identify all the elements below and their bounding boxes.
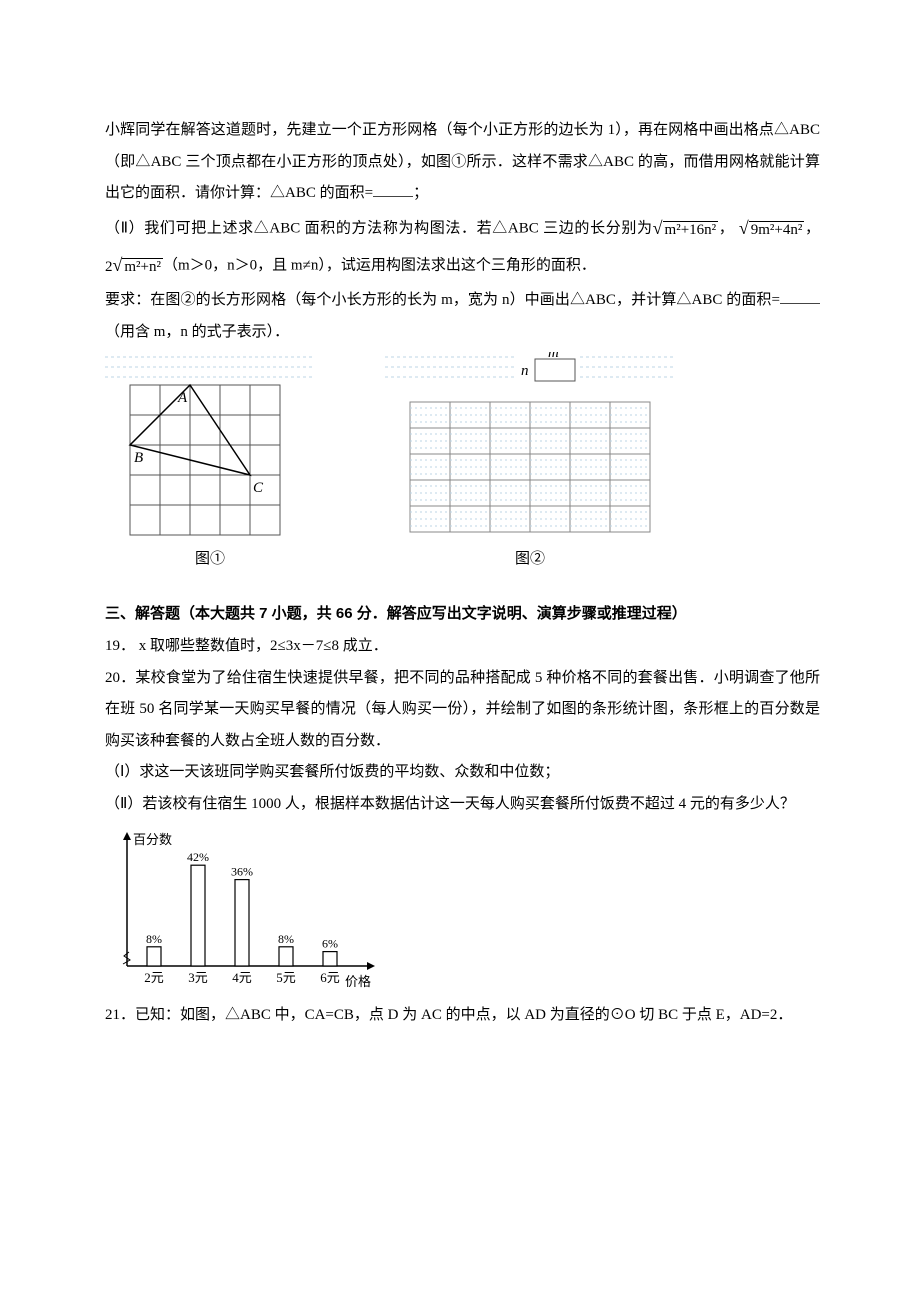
question-20-p3: （Ⅱ）若该校有住宿生 1000 人，根据样本数据估计这一天每人购买套餐所付饭费不… [105, 789, 820, 821]
svg-text:6%: 6% [322, 937, 338, 951]
figure-row: A B C 图① m n [105, 352, 820, 576]
blank-1 [373, 184, 413, 198]
svg-text:6元: 6元 [320, 970, 340, 985]
paragraph-1: 小辉同学在解答这道题时，先建立一个正方形网格（每个小正方形的边长为 1），再在网… [105, 115, 820, 210]
svg-text:2元: 2元 [144, 970, 164, 985]
question-21: 21．已知：如图，△ABC 中，CA=CB，点 D 为 AC 的中点，以 AD … [105, 1000, 820, 1032]
svg-text:n: n [521, 363, 529, 379]
svg-text:8%: 8% [278, 932, 294, 946]
svg-text:C: C [253, 480, 264, 496]
p2-sep2: ， [804, 220, 820, 236]
sqrt-expr-2: √9m²+4n² [739, 210, 805, 248]
sqrt-expr-3: 2√m²+n² [105, 247, 163, 285]
p2-post: （m＞0，n＞0，且 m≠n），试运用构图法求出这个三角形的面积． [163, 258, 596, 274]
svg-text:B: B [134, 450, 143, 466]
p1-tail: ； [413, 185, 428, 201]
figure-2: m n [385, 352, 675, 576]
svg-text:价格: 价格 [345, 974, 371, 989]
question-20-p1: 20．某校食堂为了给住宿生快速提供早餐，把不同的品种搭配成 5 种价格不同的套餐… [105, 663, 820, 758]
paragraph-2: （Ⅱ）我们可把上述求△ABC 面积的方法称为构图法．若△ABC 三边的长分别为√… [105, 210, 820, 286]
p1-text: 小辉同学在解答这道题时，先建立一个正方形网格（每个小正方形的边长为 1），再在网… [105, 122, 820, 201]
p2-sep: ， [718, 220, 734, 236]
question-19: 19． x 取哪些整数值时，2≤3x－7≤8 成立． [105, 631, 820, 663]
question-20-p2: （Ⅰ）求这一天该班同学购买套餐所付饭费的平均数、众数和中位数； [105, 757, 820, 789]
bar-chart-q20: 百分数价格 8% 2元 42% 3元 36% 4元 8% 5元 6% 6元 [105, 824, 820, 994]
p3-pre: 要求：在图②的长方形网格（每个小长方形的长为 m，宽为 n）中画出△ABC，并计… [105, 292, 780, 308]
figure-1: A B C 图① [105, 352, 315, 576]
svg-text:5元: 5元 [276, 970, 296, 985]
svg-text:36%: 36% [231, 865, 253, 879]
svg-text:A: A [177, 390, 188, 406]
svg-text:4元: 4元 [232, 970, 252, 985]
svg-text:m: m [548, 352, 559, 361]
paragraph-3: 要求：在图②的长方形网格（每个小长方形的长为 m，宽为 n）中画出△ABC，并计… [105, 285, 820, 348]
svg-text:3元: 3元 [188, 970, 208, 985]
sqrt-expr-1: √m²+16n² [653, 210, 719, 248]
section-3-title: 三、解答题（本大题共 7 小题，共 66 分．解答应写出文字说明、演算步骤或推理… [105, 598, 820, 630]
figure-2-caption: 图② [515, 544, 545, 576]
svg-text:8%: 8% [146, 932, 162, 946]
grid-figure-1: A B C [105, 352, 315, 542]
svg-text:百分数: 百分数 [133, 832, 172, 847]
bar-chart-svg: 百分数价格 8% 2元 42% 3元 36% 4元 8% 5元 6% 6元 [105, 824, 385, 994]
svg-text:42%: 42% [187, 850, 209, 864]
figure-1-caption: 图① [195, 544, 225, 576]
grid-figure-2: m n [385, 352, 675, 542]
p3-post: （用含 m，n 的式子表示）． [105, 324, 289, 340]
p2-pre: （Ⅱ）我们可把上述求△ABC 面积的方法称为构图法．若△ABC 三边的长分别为 [105, 220, 653, 236]
blank-2 [780, 291, 820, 305]
